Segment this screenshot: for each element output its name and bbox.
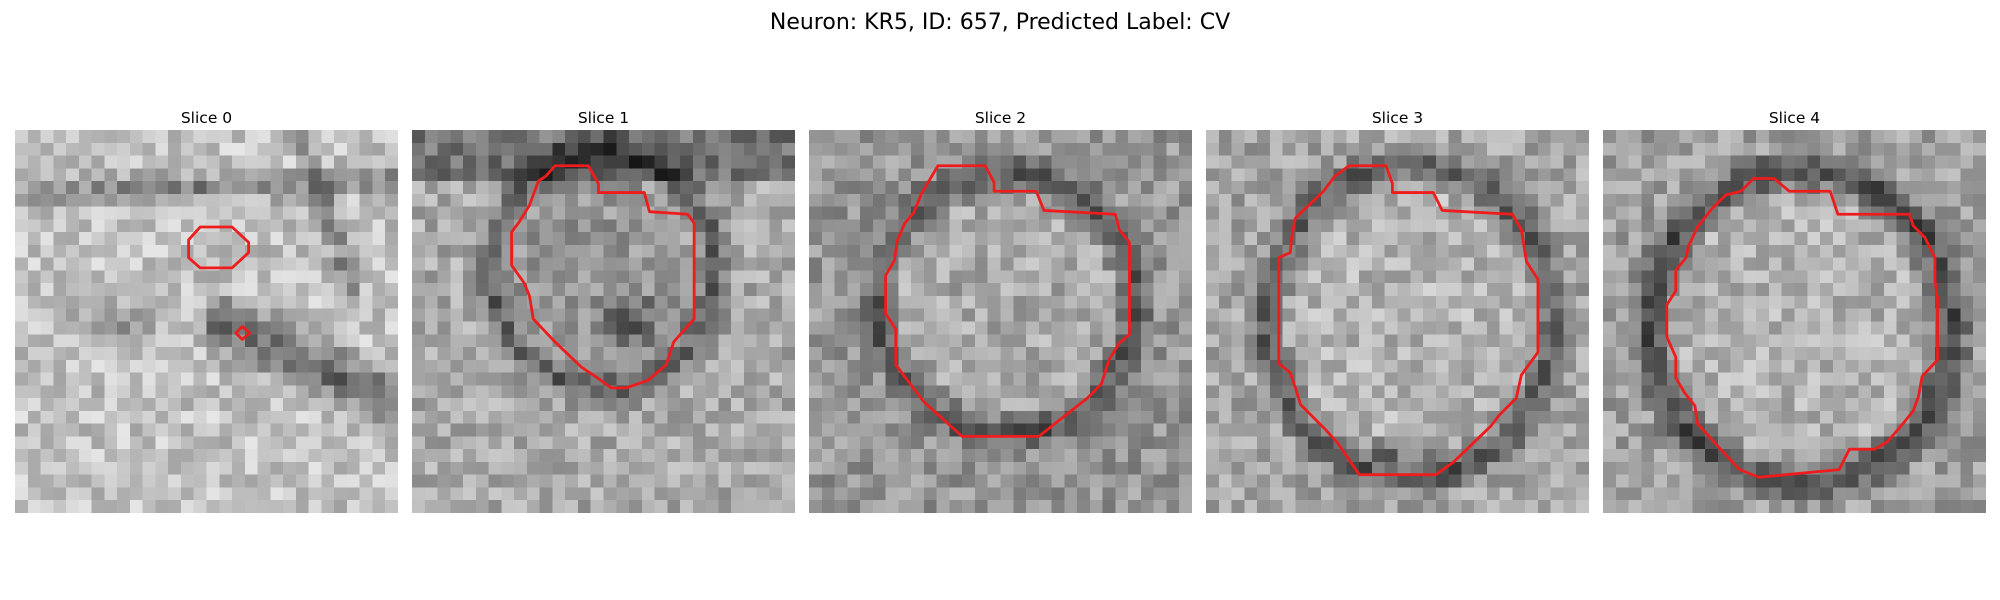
slice-image xyxy=(809,130,1192,513)
slice-panel-4: Slice 4 xyxy=(1603,108,1986,513)
figure-title: Neuron: KR5, ID: 657, Predicted Label: C… xyxy=(769,10,1231,35)
slice-panel-0: Slice 0 xyxy=(15,108,398,513)
slice-title: Slice 4 xyxy=(1768,109,1821,127)
segmentation-contour xyxy=(510,164,696,390)
slice-title: Slice 2 xyxy=(974,109,1027,127)
slice-image xyxy=(1603,130,1986,513)
slice-panel-2: Slice 2 xyxy=(809,108,1192,513)
slice-image xyxy=(1206,130,1589,513)
segmentation-contour xyxy=(1665,177,1939,479)
segmentation-contour-small xyxy=(234,325,252,341)
segmentation-contour xyxy=(187,225,251,270)
slice-image xyxy=(15,130,398,513)
slice-panel-3: Slice 3 xyxy=(1206,108,1589,513)
segmentation-contour xyxy=(1277,164,1540,477)
slice-title: Slice 1 xyxy=(577,109,630,127)
segmentation-contour xyxy=(884,164,1131,438)
slice-title: Slice 0 xyxy=(180,109,233,127)
slice-panel-1: Slice 1 xyxy=(412,108,795,513)
slice-title: Slice 3 xyxy=(1371,109,1424,127)
slice-image xyxy=(412,130,795,513)
